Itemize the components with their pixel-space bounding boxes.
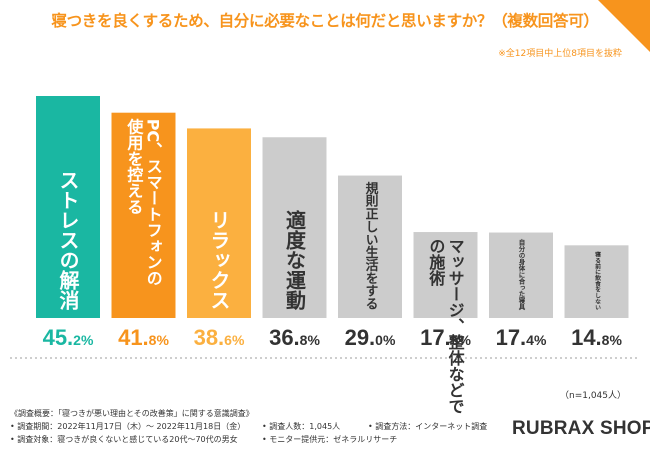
survey-method: • 調査方法：インターネット調査 xyxy=(368,422,488,431)
corner-decoration xyxy=(598,0,650,52)
svg-text:マッサージ、整体などでの施術: マッサージ、整体などでの施術 xyxy=(426,238,465,414)
value-label-7: 17.4% xyxy=(496,325,547,350)
category-label-3: リラックス xyxy=(207,210,231,310)
bar-7 xyxy=(489,232,553,318)
svg-text:寝る前に飲食をしない: 寝る前に飲食をしない xyxy=(594,251,602,311)
value-label-1: 45.2% xyxy=(43,325,94,350)
bar-6 xyxy=(413,232,478,318)
bar-4 xyxy=(262,137,327,318)
bar-2 xyxy=(111,112,176,318)
category-label-5: 規則正しい生活をする xyxy=(363,182,379,311)
svg-text:規則正しい生活をする: 規則正しい生活をする xyxy=(363,182,379,311)
chart-title: 寝つきを良くするため、自分に必要なことは何だと思いますか？（複数回答可） xyxy=(51,12,599,30)
value-label-6: 17.5% xyxy=(420,325,471,350)
survey-provider: • モニター提供元：ゼネラルリサーチ xyxy=(262,435,398,444)
category-label-4: 適度な運動 xyxy=(283,209,307,311)
survey-summary-title: 《調査概要：「寝つきが悪い理由とその改善策」に関する意識調査》 xyxy=(10,409,254,418)
bar-3 xyxy=(187,128,251,318)
svg-text:適度な運動: 適度な運動 xyxy=(283,209,307,311)
svg-text:ストレスの解消: ストレスの解消 xyxy=(56,170,80,310)
category-label-8: 寝る前に飲食をしない xyxy=(594,251,602,311)
chart-note: ※全12項目中上位8項目を抜粋 xyxy=(498,49,622,59)
category-label-2: PC、スマートフォンの使用を控える xyxy=(124,118,162,286)
survey-count: • 調査人数：1,045人 xyxy=(262,422,341,431)
value-label-4: 36.8% xyxy=(269,325,320,350)
survey-period: • 調査期間：2022年11月17日（木）～ 2022年11月18日（金） xyxy=(10,422,246,431)
category-label-6: マッサージ、整体などでの施術 xyxy=(426,238,465,414)
bar-1 xyxy=(36,96,100,318)
bar-5 xyxy=(338,175,402,318)
category-label-1: ストレスの解消 xyxy=(56,170,80,310)
value-label-3: 38.6% xyxy=(194,325,245,350)
svg-text:リラックス: リラックス xyxy=(207,210,231,310)
bar-8 xyxy=(564,245,629,318)
brand-logo: RUBRAX SHOP xyxy=(512,418,650,439)
value-label-5: 29.0% xyxy=(345,325,396,350)
value-label-8: 14.8% xyxy=(571,325,622,350)
value-label-2: 41.8% xyxy=(118,325,169,350)
survey-target: • 調査対象：寝つきが良くないと感じている20代～70代の男女 xyxy=(10,435,238,444)
category-label-7: 自分の身体に合った寝具 xyxy=(517,237,526,311)
sample-size-label: （n=1,045人） xyxy=(560,391,627,401)
svg-text:PC、スマートフォンの使用を控える: PC、スマートフォンの使用を控える xyxy=(124,118,162,286)
svg-text:自分の身体に合った寝具: 自分の身体に合った寝具 xyxy=(517,237,526,311)
